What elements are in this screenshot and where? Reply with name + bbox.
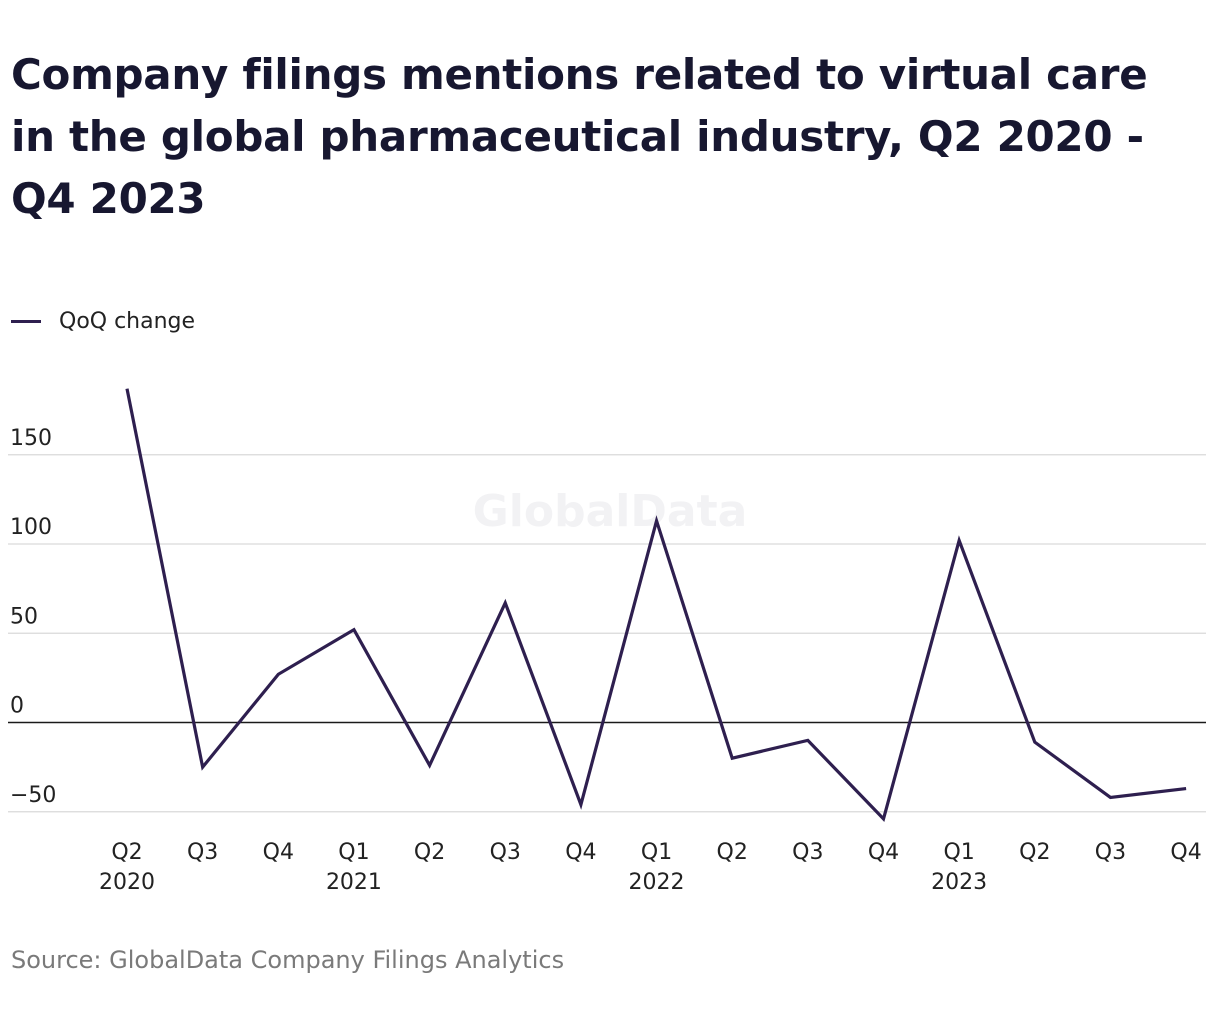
x-tick-label: Q3 bbox=[490, 840, 521, 865]
x-tick-label: Q4 bbox=[1170, 840, 1201, 865]
x-tick-label: Q3 bbox=[792, 840, 823, 865]
legend-label: QoQ change bbox=[59, 308, 196, 334]
gridlines bbox=[8, 454, 1206, 813]
chart-title: Company filings mentions related to virt… bbox=[11, 50, 1148, 223]
x-tick-label: Q1 bbox=[338, 840, 369, 865]
x-tick-label: Q2 bbox=[717, 840, 748, 865]
y-axis-ticks: 150 100 50 0 −50 bbox=[10, 426, 56, 808]
line-chart: GlobalData 150 100 50 0 −50 Q2 2020 Q3 Q4 Q1 2021… bbox=[8, 388, 1206, 895]
legend-swatch bbox=[11, 319, 41, 323]
y-tick-label: 100 bbox=[10, 515, 52, 540]
y-tick-label: 0 bbox=[10, 694, 24, 719]
watermark: GlobalData bbox=[473, 486, 748, 537]
y-tick-label: 50 bbox=[10, 604, 38, 629]
x-tick-label: Q1 bbox=[641, 840, 672, 865]
x-tick-label: Q2 bbox=[1019, 840, 1050, 865]
y-tick-label: 150 bbox=[10, 426, 52, 451]
legend: QoQ change bbox=[11, 306, 195, 336]
x-tick-label: Q4 bbox=[263, 840, 294, 865]
series-group bbox=[125, 388, 1187, 823]
x-tick-label: Q3 bbox=[1095, 840, 1126, 865]
x-tick-label: Q4 bbox=[868, 840, 899, 865]
x-tick-year-label: 2021 bbox=[326, 870, 382, 895]
x-tick-year-label: 2022 bbox=[629, 870, 685, 895]
x-tick-label: Q3 bbox=[187, 840, 218, 865]
x-tick-label: Q2 bbox=[414, 840, 445, 865]
x-tick-label: Q4 bbox=[565, 840, 596, 865]
x-axis-ticks: Q2 2020 Q3 Q4 Q1 2021 Q2 Q3 Q4 Q1 2022 Q2 Q3 Q4 Q1 2023… bbox=[99, 840, 1202, 895]
series-line-qoq-change bbox=[125, 388, 1187, 823]
x-tick-year-label: 2023 bbox=[931, 870, 987, 895]
x-tick-label: Q1 bbox=[943, 840, 974, 865]
y-tick-label: −50 bbox=[10, 783, 56, 808]
x-tick-year-label: 2020 bbox=[99, 870, 155, 895]
source-note: Source: GlobalData Company Filings Analy… bbox=[11, 946, 565, 974]
x-tick-label: Q2 bbox=[111, 840, 142, 865]
